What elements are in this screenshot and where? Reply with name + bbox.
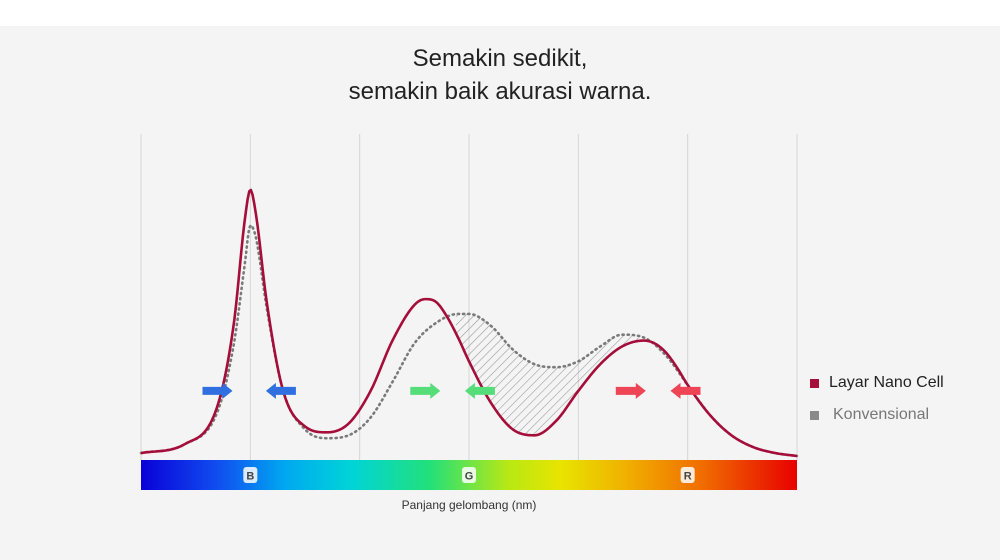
grid-layer: [140, 134, 798, 460]
series-line-konvensional: [139, 223, 799, 458]
arrow-red-right-icon: [615, 382, 646, 399]
arrow-green-left-icon: [464, 382, 495, 399]
tick-label-g: G: [465, 471, 474, 483]
tick-badge-g: [462, 467, 476, 483]
arrow-blue-right-icon: [202, 382, 233, 399]
legend-item-nano-cell: Layar Nano Cell: [810, 372, 944, 394]
x-axis-label: Panjang gelombang (nm): [401, 498, 537, 512]
legend-swatch-nano-cell: [810, 378, 819, 388]
legend-label-nano-cell: Layar Nano Cell: [829, 374, 944, 391]
legend-item-conventional: Konvensional: [810, 404, 944, 426]
tick-label-b: B: [246, 471, 254, 483]
tick-badge-b: [243, 467, 258, 483]
legend: Layar Nano Cell Konvensional: [810, 372, 944, 436]
series-line-nano-cell: [140, 188, 798, 458]
chart-title: Semakin sedikit, semakin baik akurasi wa…: [0, 42, 1000, 108]
title-line-1: Semakin sedikit,: [412, 45, 588, 72]
tick-badge-r: [680, 467, 695, 483]
arrow-red-left-icon: [670, 382, 701, 399]
arrow-green-right-icon: [410, 382, 441, 399]
title-line-2: semakin baik akurasi warna.: [348, 78, 652, 105]
arrow-layer: [202, 382, 701, 399]
difference-hatch: [455, 313, 639, 436]
legend-swatch-conventional: [810, 410, 819, 420]
arrow-blue-left-icon: [265, 382, 296, 399]
difference-region-layer: [455, 313, 639, 436]
series-layer: [139, 188, 799, 458]
tick-label-r: R: [684, 471, 692, 483]
legend-label-conventional: Konvensional: [833, 406, 930, 423]
